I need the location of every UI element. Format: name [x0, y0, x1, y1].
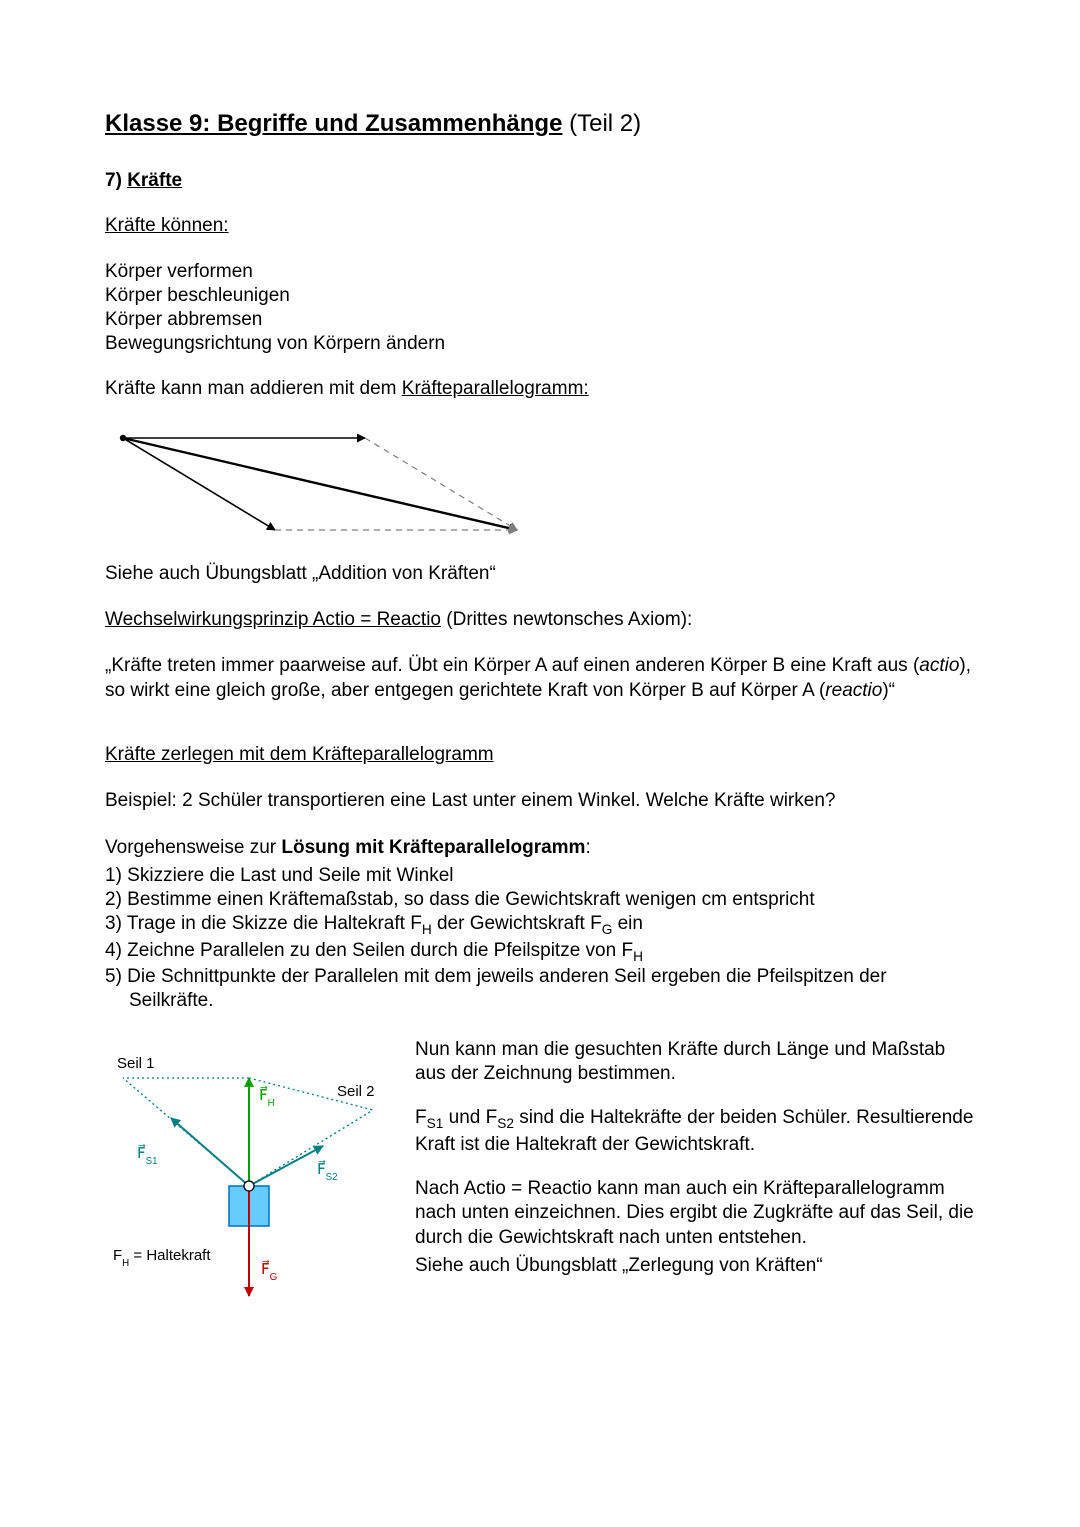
title-tail: (Teil 2)	[569, 110, 641, 137]
right-p4: Siehe auch Übungsblatt „Zerlegung von Kr…	[415, 1254, 975, 1278]
svg-text:Seil 1: Seil 1	[117, 1055, 155, 1072]
list-item: Körper beschleunigen	[105, 284, 975, 308]
svg-text:F⃗G: F⃗G	[261, 1259, 277, 1282]
svg-text:F⃗S2: F⃗S2	[317, 1159, 338, 1182]
see-also-1: Siehe auch Übungsblatt „Addition von Krä…	[105, 562, 975, 586]
svg-text:F⃗S1: F⃗S1	[137, 1143, 158, 1166]
vorgehen-line: Vorgehensweise zur Lösung mit Kräftepara…	[105, 836, 975, 860]
section-heading: 7) Kräfte	[105, 170, 975, 192]
list-item: Bewegungsrichtung von Körpern ändern	[105, 332, 975, 356]
wech-tail: (Drittes newtonsches Axiom):	[441, 609, 692, 630]
rope-diagram: Seil 1 Seil 2 F⃗H F⃗S1 F⃗S2 F⃗G FH = Haltekraf…	[105, 1038, 385, 1318]
right-p3: Nach Actio = Reactio kann man auch ein K…	[415, 1177, 975, 1250]
page-title: Klasse 9: Begriffe und Zusammenhänge (Te…	[105, 110, 975, 138]
parallelogram-diagram	[105, 424, 975, 544]
section-number: 7)	[105, 170, 127, 191]
title-main: Klasse 9: Begriffe und Zusammenhänge	[105, 110, 562, 137]
steps-list: 1) Skizziere die Last und Seile mit Wink…	[105, 864, 975, 1014]
zerlegen-heading: Kräfte zerlegen mit dem Kräfteparallelog…	[105, 743, 975, 767]
add-line: Kräfte kann man addieren mit dem Kräftep…	[105, 377, 975, 401]
list-item: Körper abbremsen	[105, 308, 975, 332]
lower-section: Seil 1 Seil 2 F⃗H F⃗S1 F⃗S2 F⃗G FH = Haltekraf…	[105, 1038, 975, 1318]
rope-svg: Seil 1 Seil 2 F⃗H F⃗S1 F⃗S2 F⃗G FH = Haltekraf…	[105, 1038, 385, 1318]
lower-text: Nun kann man die gesuchten Kräfte durch …	[415, 1038, 975, 1318]
step-5: 5) Die Schnittpunkte der Parallelen mit …	[105, 965, 975, 1014]
effects-list: Körper verformen Körper beschleunigen Kö…	[105, 260, 975, 355]
beispiel: Beispiel: 2 Schüler transportieren eine …	[105, 789, 975, 813]
right-p2: FS1 und FS2 sind die Haltekräfte der bei…	[415, 1106, 975, 1157]
add-ul: Kräfteparallelogramm:	[402, 378, 589, 399]
step-4: 4) Zeichne Parallelen zu den Seilen durc…	[105, 939, 975, 965]
step-2: 2) Bestimme einen Kräftemaßstab, so dass…	[105, 888, 975, 912]
svg-text:Seil 2: Seil 2	[337, 1083, 375, 1100]
section-title: Kräfte	[127, 170, 182, 191]
wech-paragraph: „Kräfte treten immer paarweise auf. Übt …	[105, 654, 975, 703]
svg-text:F⃗H: F⃗H	[259, 1085, 275, 1108]
svg-text:FH = Haltekraft: FH = Haltekraft	[113, 1247, 211, 1269]
wech-heading: Wechselwirkungsprinzip Actio = Reactio (…	[105, 608, 975, 632]
list-item: Körper verformen	[105, 260, 975, 284]
parallelogram-svg	[105, 424, 545, 544]
right-p1: Nun kann man die gesuchten Kräfte durch …	[415, 1038, 975, 1087]
add-pre: Kräfte kann man addieren mit dem	[105, 378, 402, 399]
page: Klasse 9: Begriffe und Zusammenhänge (Te…	[0, 0, 1080, 1527]
wech-ul: Wechselwirkungsprinzip Actio = Reactio	[105, 609, 441, 630]
intro-label: Kräfte können:	[105, 214, 975, 238]
step-1: 1) Skizziere die Last und Seile mit Wink…	[105, 864, 975, 888]
step-3: 3) Trage in die Skizze die Haltekraft FH…	[105, 912, 975, 938]
